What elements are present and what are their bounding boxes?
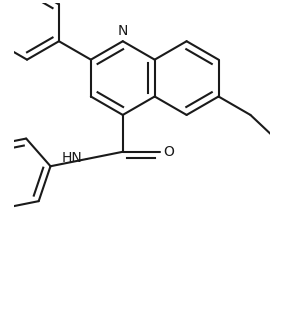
Text: N: N (118, 24, 128, 38)
Text: O: O (164, 145, 174, 159)
Text: HN: HN (62, 151, 83, 165)
